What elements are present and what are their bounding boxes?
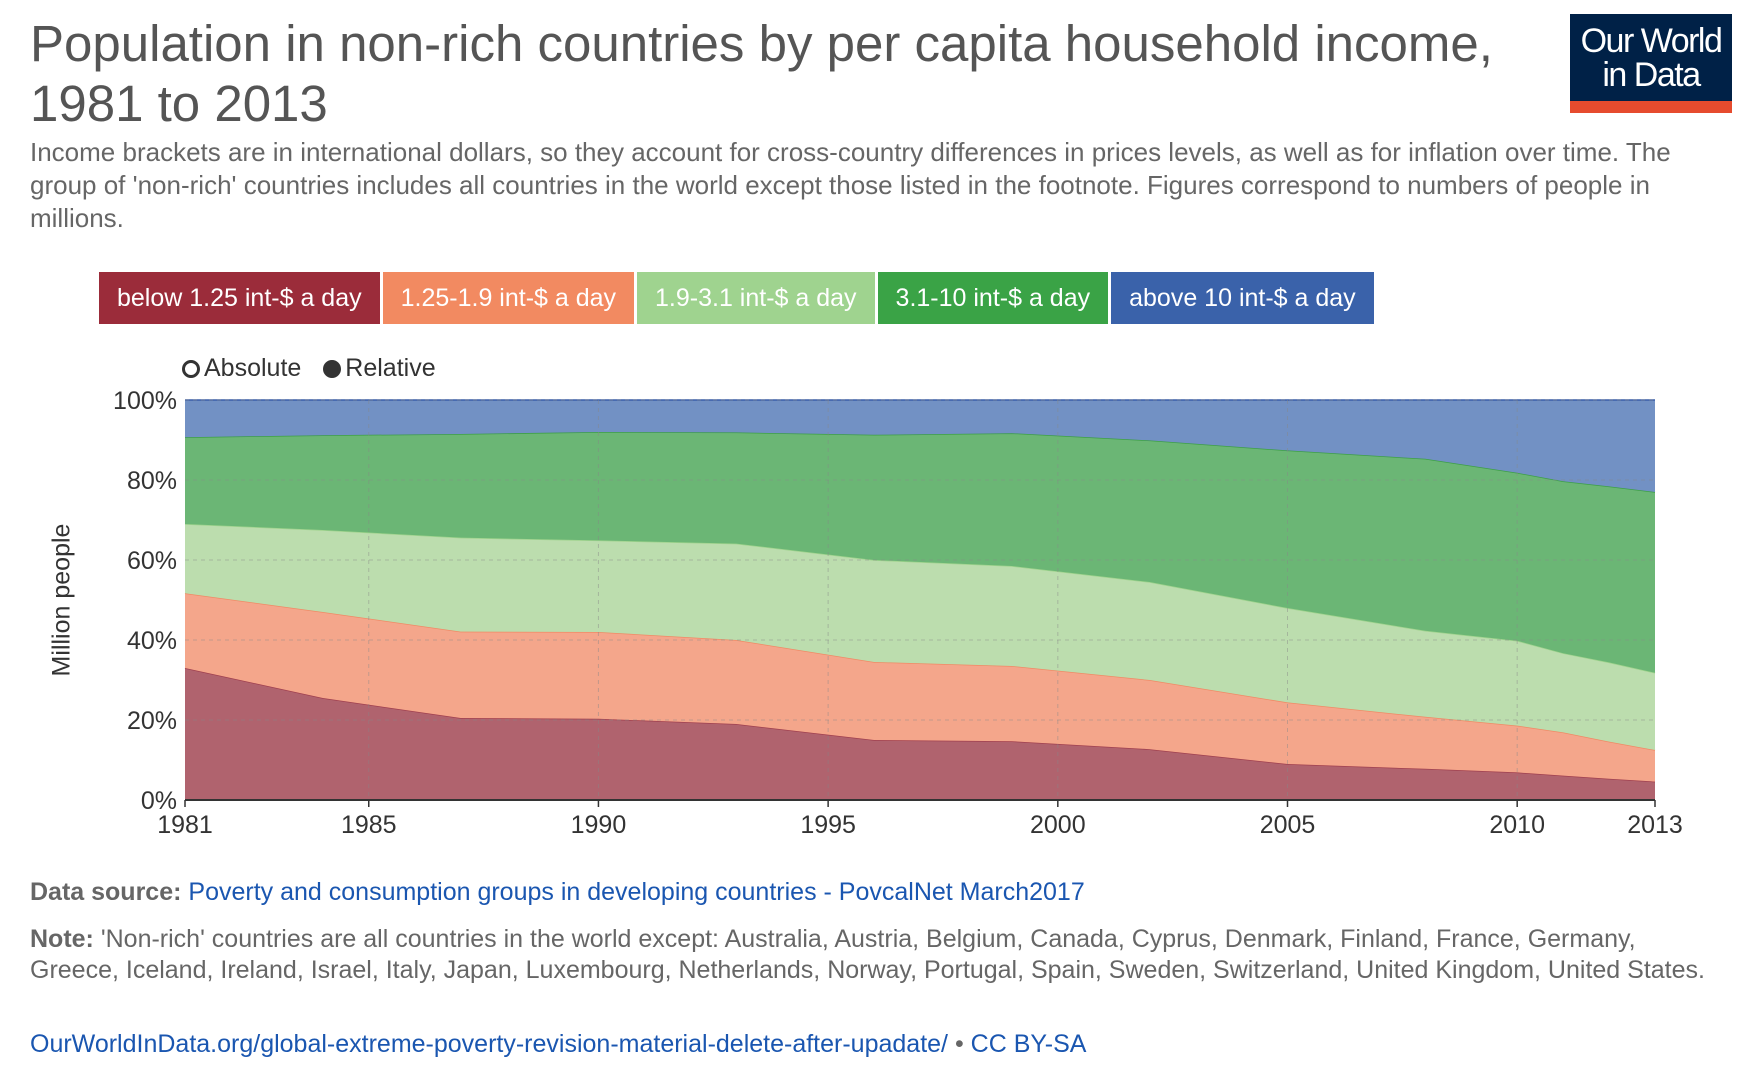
legend-item-1-25-1-9[interactable]: 1.25-1.9 int-$ a day [382, 272, 635, 324]
area-series-3[interactable] [185, 432, 1655, 673]
y-tick-label: 80% [127, 467, 177, 495]
x-tick-label: 2013 [1627, 811, 1683, 839]
page-url-link[interactable]: OurWorldInData.org/global-extreme-povert… [30, 1030, 948, 1058]
logo-text: Our World in Data [1580, 22, 1723, 94]
relative-radio[interactable]: Relative [323, 354, 436, 383]
x-tick-label: 2010 [1489, 811, 1545, 839]
area-series-4[interactable] [185, 400, 1655, 492]
legend: below 1.25 int-$ a day 1.25-1.9 int-$ a … [99, 272, 1374, 324]
footer-url: OurWorldInData.org/global-extreme-povert… [30, 1030, 1087, 1058]
source-link[interactable]: Poverty and consumption groups in develo… [188, 878, 1085, 906]
legend-item-1-9-3-1[interactable]: 1.9-3.1 int-$ a day [637, 272, 875, 324]
area-series-1[interactable] [185, 593, 1655, 782]
area-series-0[interactable] [185, 668, 1655, 800]
area-series-2[interactable] [185, 524, 1655, 750]
absolute-relative-toggle: Absolute Relative [182, 354, 458, 383]
owid-logo[interactable]: Our World in Data [1570, 14, 1732, 113]
legend-item-3-1-10[interactable]: 3.1-10 int-$ a day [877, 272, 1109, 324]
x-tick-label: 2000 [1030, 811, 1086, 839]
axes: 0% 20% 40% 60% 80% 100% 1981 1985 1990 1995 2000 20… [113, 387, 1683, 839]
logo-accent-bar [1570, 101, 1732, 113]
footnote: Note: 'Non-rich' countries are all count… [30, 925, 1705, 984]
radio-empty-icon [182, 359, 200, 378]
absolute-radio[interactable]: Absolute [182, 354, 301, 383]
data-source: Data source: Poverty and consumption gro… [30, 878, 1085, 906]
legend-item-above-10[interactable]: above 10 int-$ a day [1111, 272, 1374, 324]
y-tick-label: 40% [127, 627, 177, 655]
y-tick-label: 100% [113, 387, 177, 415]
x-tick-label: 1985 [341, 811, 397, 839]
x-tick-label: 1981 [157, 811, 213, 839]
license-link[interactable]: CC BY-SA [970, 1030, 1087, 1058]
stacked-area-chart: 0% 20% 40% 60% 80% 100% 1981 1985 1990 1995 2000 20… [113, 387, 1683, 839]
area-layers [184, 399, 1656, 800]
legend-item-below-1-25[interactable]: below 1.25 int-$ a day [99, 272, 380, 324]
x-tick-label: 2005 [1260, 811, 1316, 839]
x-tick-label: 1990 [571, 811, 627, 839]
x-tick-label: 1995 [800, 811, 856, 839]
y-tick-label: 60% [127, 547, 177, 575]
y-tick-label: 0% [141, 787, 177, 815]
radio-filled-icon [323, 359, 342, 378]
gridlines [185, 399, 1655, 800]
y-tick-label: 20% [127, 707, 177, 735]
chart-subtitle: Income brackets are in international dol… [30, 137, 1671, 233]
chart-title: Population in non-rich countries by per … [30, 15, 1493, 132]
